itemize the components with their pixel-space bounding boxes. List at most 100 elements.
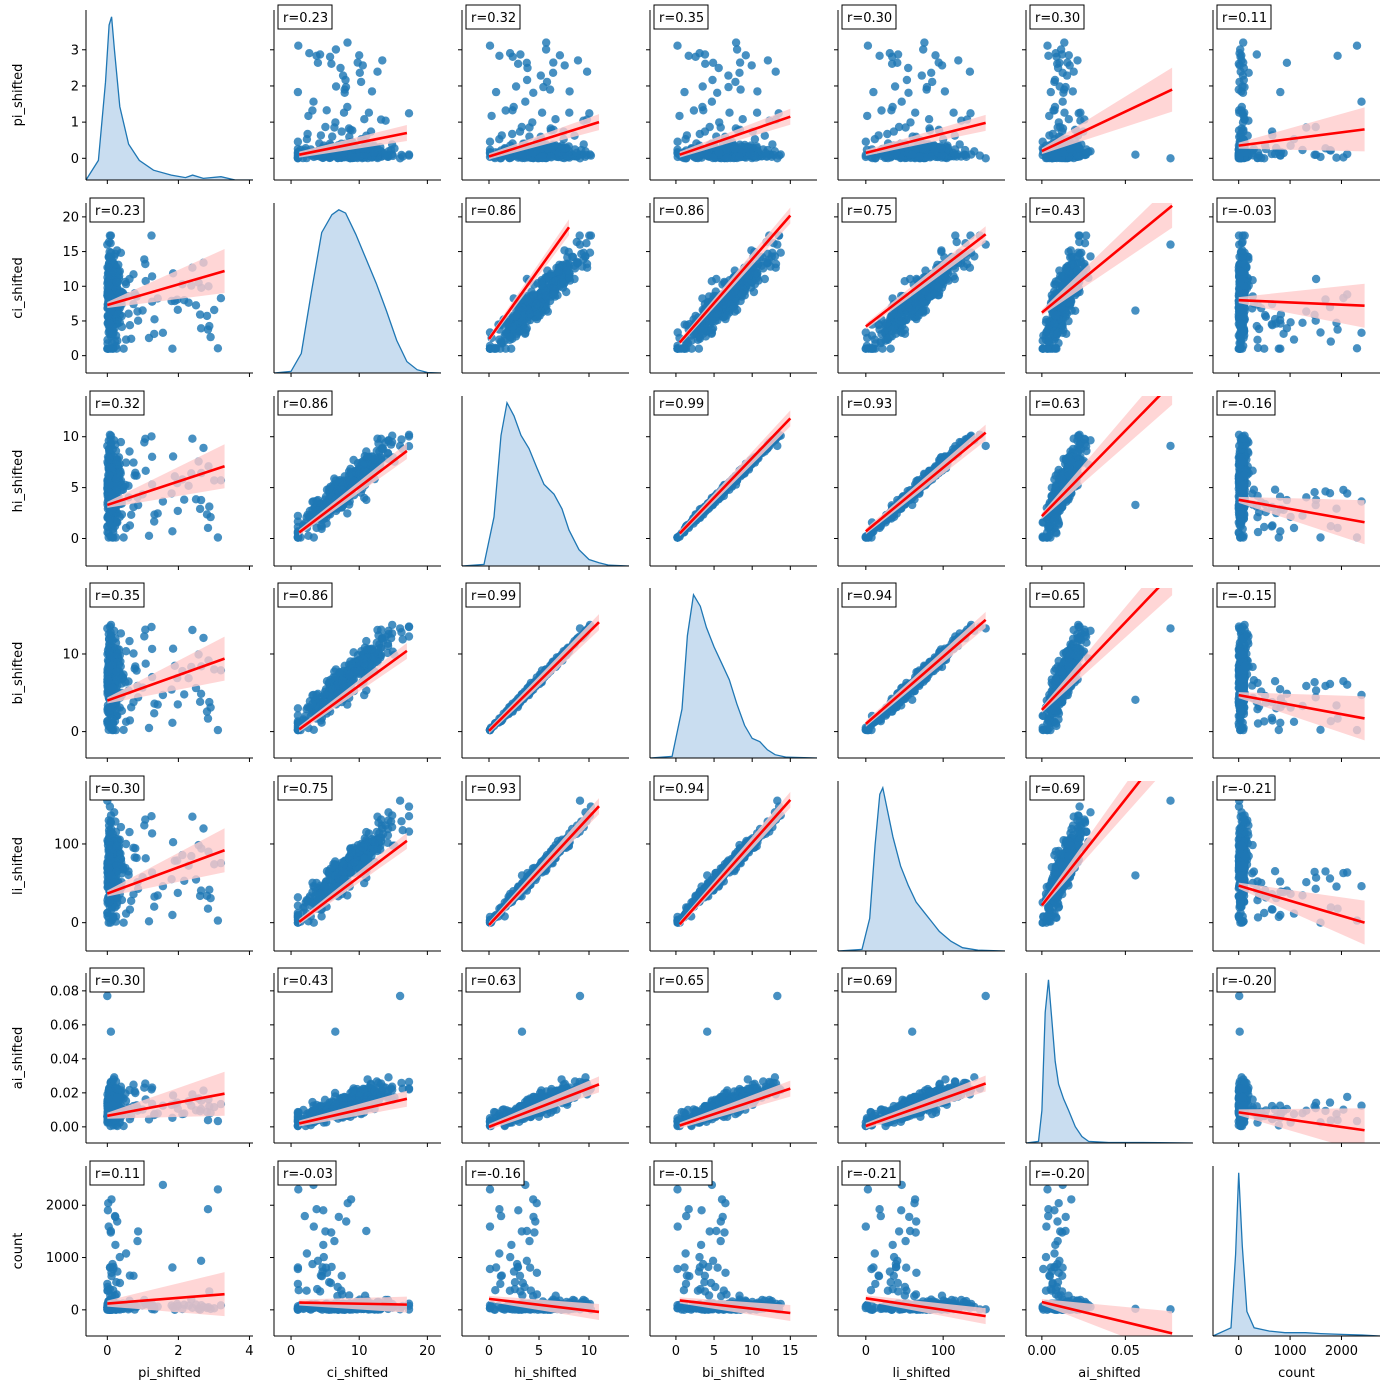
scatter-point [379, 445, 388, 454]
y-axis-label: ci_shifted [11, 257, 26, 319]
scatter-point [1166, 154, 1175, 163]
scatter-point [752, 108, 762, 117]
scatter-point [737, 289, 746, 299]
scatter-point [1044, 51, 1053, 60]
scatter-point [532, 299, 542, 308]
scatter-point [206, 512, 215, 522]
scatter-point [150, 329, 159, 339]
scatter-point [103, 441, 112, 451]
scatter-point [1051, 343, 1061, 353]
regression-line [865, 233, 987, 328]
corr-box [1216, 4, 1272, 30]
scatter-point [1064, 115, 1074, 124]
scatter-point [121, 458, 131, 467]
regression-line [488, 120, 600, 158]
scatter-point [763, 56, 773, 65]
corr-label: r=0.86 [659, 204, 704, 219]
scatter-point [904, 63, 913, 73]
scatter-point [970, 252, 979, 261]
scatter-point [195, 310, 205, 319]
scatter-point [730, 307, 739, 316]
scatter-point [1058, 124, 1068, 133]
regression-line [1041, 204, 1173, 314]
scatter-point [364, 108, 374, 117]
corr-box [1216, 197, 1276, 223]
scatter-point [736, 85, 745, 94]
scatter-point [1279, 329, 1288, 338]
scatter-point [367, 87, 377, 96]
scatter-point [331, 150, 340, 159]
scatter-point [966, 109, 975, 118]
scatter-point [1311, 316, 1320, 325]
scatter-point [316, 131, 326, 140]
scatter-point [570, 264, 580, 273]
panel-ci_shifted-vs-hi_shifted: r=0.86 [458, 197, 629, 377]
scatter-point [934, 58, 943, 67]
panel-hi_shifted-vs-hi_shifted [461, 396, 629, 570]
scatter-point [930, 289, 939, 299]
scatter-point [294, 41, 303, 50]
scatter-point [918, 307, 927, 316]
scatter-point [950, 264, 960, 273]
scatter-point [1240, 108, 1249, 117]
scatter-point [147, 231, 156, 240]
scatter-point [1050, 319, 1059, 328]
scatter-point [573, 56, 583, 65]
scatter-point [771, 259, 781, 269]
scatter-point [917, 71, 926, 80]
scatter-point [937, 246, 946, 255]
regression-line [1238, 128, 1365, 147]
scatter-point [108, 329, 117, 338]
scatter-point [353, 58, 362, 67]
scatter-point [321, 122, 330, 132]
scatter-point [303, 129, 312, 139]
scatter-point [404, 109, 414, 118]
scatter-point [695, 129, 704, 139]
scatter-point [920, 38, 929, 47]
scatter-point [508, 129, 517, 139]
scatter-point [882, 151, 891, 160]
scatter-point [695, 49, 704, 58]
scatter-point [1343, 149, 1352, 159]
scatter-point [925, 124, 934, 133]
scatter-point [105, 231, 115, 240]
scatter-point [1260, 344, 1269, 353]
corr-label: r=0.43 [1035, 204, 1080, 219]
scatter-point [920, 287, 930, 296]
scatter-point [404, 151, 414, 160]
scatter-point [305, 49, 314, 58]
scatter-point [327, 59, 336, 68]
scatter-point [548, 68, 558, 78]
scatter-point [735, 58, 745, 67]
scatter-point [908, 150, 917, 159]
scatter-point [1075, 237, 1084, 247]
y-tick-label: 3 [71, 43, 79, 58]
scatter-point [1238, 71, 1248, 80]
scatter-point [331, 45, 341, 54]
regression-line [679, 115, 791, 156]
scatter-point [1237, 124, 1246, 133]
y-tick-label: 15 [62, 245, 79, 260]
scatter-point [105, 430, 115, 439]
scatter-point [1282, 58, 1292, 67]
scatter-point [105, 453, 114, 462]
scatter-point [874, 131, 883, 140]
scatter-point [922, 82, 932, 92]
scatter-point [586, 231, 596, 240]
scatter-point [315, 139, 324, 148]
corr-box [277, 4, 333, 30]
scatter-point [1046, 87, 1056, 97]
corr-box [465, 4, 521, 30]
scatter-point [911, 299, 921, 308]
scatter-point [724, 82, 733, 92]
scatter-point [125, 321, 135, 330]
scatter-point [1235, 332, 1244, 342]
y-tick-label: 2 [71, 79, 79, 94]
scatter-point [535, 311, 544, 320]
scatter-point [761, 257, 770, 266]
scatter-point [753, 87, 762, 96]
scatter-point [565, 108, 574, 117]
corr-box [841, 4, 897, 30]
